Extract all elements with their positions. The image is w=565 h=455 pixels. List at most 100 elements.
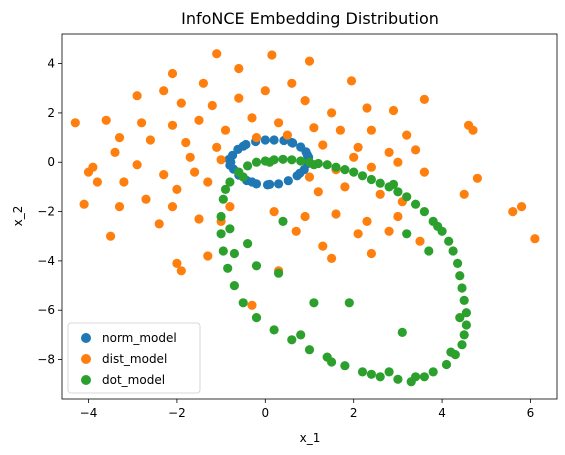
point-dist_model: [220, 125, 231, 135]
point-dist_model: [203, 251, 213, 261]
point-dist_model: [114, 202, 125, 212]
point-dot_model: [411, 199, 421, 209]
point-dot_model: [218, 194, 228, 204]
point-dist_model: [132, 160, 142, 170]
point-dist_model: [137, 118, 147, 128]
point-dot_model: [296, 156, 306, 166]
point-dist_model: [198, 78, 208, 88]
point-dist_model: [176, 266, 186, 276]
point-dist_model: [300, 211, 310, 222]
point-dist_model: [300, 96, 310, 106]
point-dot_model: [455, 271, 465, 281]
point-dot_model: [433, 221, 443, 231]
point-dot_model: [457, 283, 467, 293]
legend-marker-dot_model: [81, 375, 91, 385]
point-dist_model: [176, 98, 186, 108]
point-dist_model: [167, 68, 178, 79]
point-norm_model: [238, 141, 248, 151]
y-tick-label: 4: [47, 57, 55, 71]
y-tick-label: 2: [47, 106, 55, 120]
point-dot_model: [402, 229, 412, 239]
point-dot_model: [251, 157, 262, 167]
point-dist_model: [335, 125, 345, 135]
point-dist_model: [366, 125, 376, 135]
point-dot_model: [287, 335, 297, 345]
point-dist_model: [517, 202, 527, 212]
x-tick-label: 0: [261, 406, 269, 420]
point-dot_model: [446, 347, 456, 357]
point-dist_model: [167, 120, 178, 130]
point-dot_model: [393, 187, 403, 197]
point-dot_model: [216, 229, 226, 239]
y-tick-label: 0: [47, 155, 55, 169]
point-dot_model: [340, 165, 350, 175]
point-dist_model: [119, 177, 129, 187]
point-dist_model: [287, 78, 297, 88]
point-dist_model: [472, 173, 482, 183]
point-dot_model: [309, 298, 319, 308]
point-dist_model: [353, 142, 363, 152]
point-dist_model: [464, 120, 474, 130]
point-dot_model: [327, 357, 337, 367]
point-dot_model: [357, 171, 368, 181]
point-dot_model: [357, 367, 368, 377]
point-dot_model: [344, 298, 354, 308]
point-dot_model: [238, 172, 248, 182]
point-dist_model: [141, 194, 151, 204]
point-dot_model: [287, 155, 297, 165]
point-dist_model: [110, 147, 120, 157]
legend: norm_model dist_model dot_model: [67, 322, 201, 394]
point-norm_model: [295, 168, 305, 178]
point-dot_model: [278, 216, 288, 226]
point-dist_model: [349, 152, 359, 162]
point-dot_model: [402, 192, 412, 202]
legend-marker-norm_model: [81, 333, 91, 343]
point-dist_model: [313, 187, 323, 197]
series-dot_model: [216, 154, 471, 387]
legend-marker-dist_model: [81, 354, 91, 364]
point-dist_model: [346, 76, 357, 86]
point-dist_model: [203, 177, 213, 187]
point-norm_model: [287, 137, 297, 148]
point-dot_model: [375, 178, 385, 188]
point-dot_model: [366, 369, 376, 379]
point-dist_model: [362, 103, 372, 113]
point-dist_model: [101, 115, 111, 125]
point-dist_model: [225, 202, 235, 212]
point-dot_model: [243, 239, 253, 249]
point-dot_model: [388, 179, 399, 189]
point-dot_model: [441, 359, 452, 370]
point-norm_model: [269, 135, 279, 145]
point-dist_model: [167, 202, 178, 212]
point-dist_model: [282, 130, 292, 140]
point-dist_model: [366, 162, 376, 172]
point-dist_model: [70, 118, 80, 128]
point-dot_model: [349, 167, 359, 177]
point-dot_model: [220, 184, 231, 194]
point-dot_model: [229, 281, 239, 291]
point-dist_model: [159, 86, 169, 96]
point-norm_model: [283, 176, 293, 186]
point-dist_model: [172, 184, 182, 194]
point-dot_model: [322, 160, 332, 170]
point-dot_model: [393, 374, 403, 384]
point-dist_model: [309, 123, 319, 133]
point-dist_model: [402, 130, 412, 140]
point-dist_model: [172, 258, 182, 268]
point-dist_model: [393, 211, 403, 222]
point-dist_model: [362, 216, 372, 226]
point-dist_model: [234, 93, 244, 103]
point-dist_model: [269, 207, 279, 217]
point-dot_model: [251, 313, 262, 323]
point-dist_model: [393, 157, 403, 167]
point-dist_model: [304, 172, 315, 182]
point-dist_model: [353, 229, 363, 239]
point-dist_model: [267, 50, 277, 60]
point-dot_model: [448, 246, 458, 256]
point-dist_model: [291, 226, 301, 236]
point-norm_model: [260, 135, 270, 145]
point-dist_model: [234, 63, 244, 74]
x-axis-ticks: −4 −2 0 2 4 6: [80, 399, 534, 420]
point-dot_model: [278, 154, 288, 164]
